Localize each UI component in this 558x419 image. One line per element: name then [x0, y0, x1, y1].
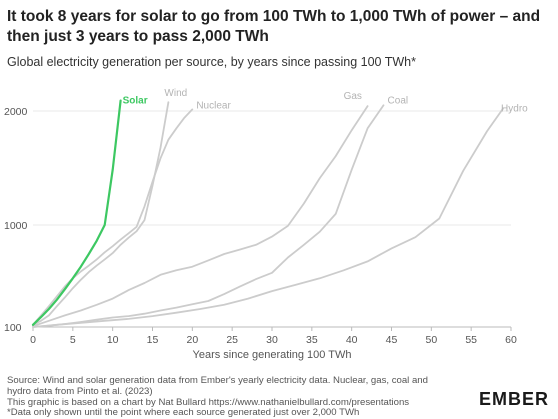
footnote-line: Source: Wind and solar generation data f…: [7, 375, 428, 386]
series-line-coal: [32, 104, 385, 328]
series-line-wind: [32, 101, 170, 326]
series-label-wind: Wind: [164, 88, 187, 99]
x-tick-label: 5: [70, 334, 76, 346]
footnote-line: hydro data from Pinto et al. (2023): [7, 385, 153, 397]
footnote-line: *Data only shown until the point where e…: [7, 407, 360, 419]
series-line-solar: [31, 99, 122, 326]
x-tick-label: 60: [505, 334, 517, 346]
series-line-nuclear: [32, 108, 194, 326]
y-tick-label: 100: [4, 322, 22, 334]
x-tick-label: 55: [465, 334, 477, 346]
x-tick-label: 50: [425, 334, 437, 346]
ember-logo: EMBER: [478, 389, 549, 409]
footnote-line: This graphic is based on a chart by Nat …: [7, 396, 410, 408]
x-tick-label: 35: [306, 334, 318, 346]
chart-subtitle: Global electricity generation per source…: [7, 55, 417, 69]
x-tick-label: 25: [226, 334, 238, 346]
x-tick-label: 30: [266, 334, 278, 346]
x-axis-label: Years since generating 100 TWh: [193, 349, 352, 361]
series-label-hydro: Hydro: [501, 104, 528, 115]
x-tick-label: 40: [346, 334, 358, 346]
x-tick-label: 20: [186, 334, 198, 346]
series-label-gas: Gas: [344, 91, 362, 102]
x-tick-label: 0: [30, 334, 36, 346]
series-label-nuclear: Nuclear: [196, 100, 231, 111]
series-line-gas: [32, 105, 369, 327]
chart-title: It took 8 years for solar to go from 100…: [7, 8, 541, 45]
series-line-hydro: [32, 107, 504, 328]
x-tick-label: 15: [147, 334, 159, 346]
x-tick-label: 10: [107, 334, 119, 346]
x-tick-label: 45: [386, 334, 398, 346]
series-label-coal: Coal: [388, 95, 409, 106]
series-label-solar: Solar: [123, 96, 148, 107]
y-tick-label: 2000: [4, 106, 28, 118]
y-tick-label: 1000: [4, 220, 28, 232]
